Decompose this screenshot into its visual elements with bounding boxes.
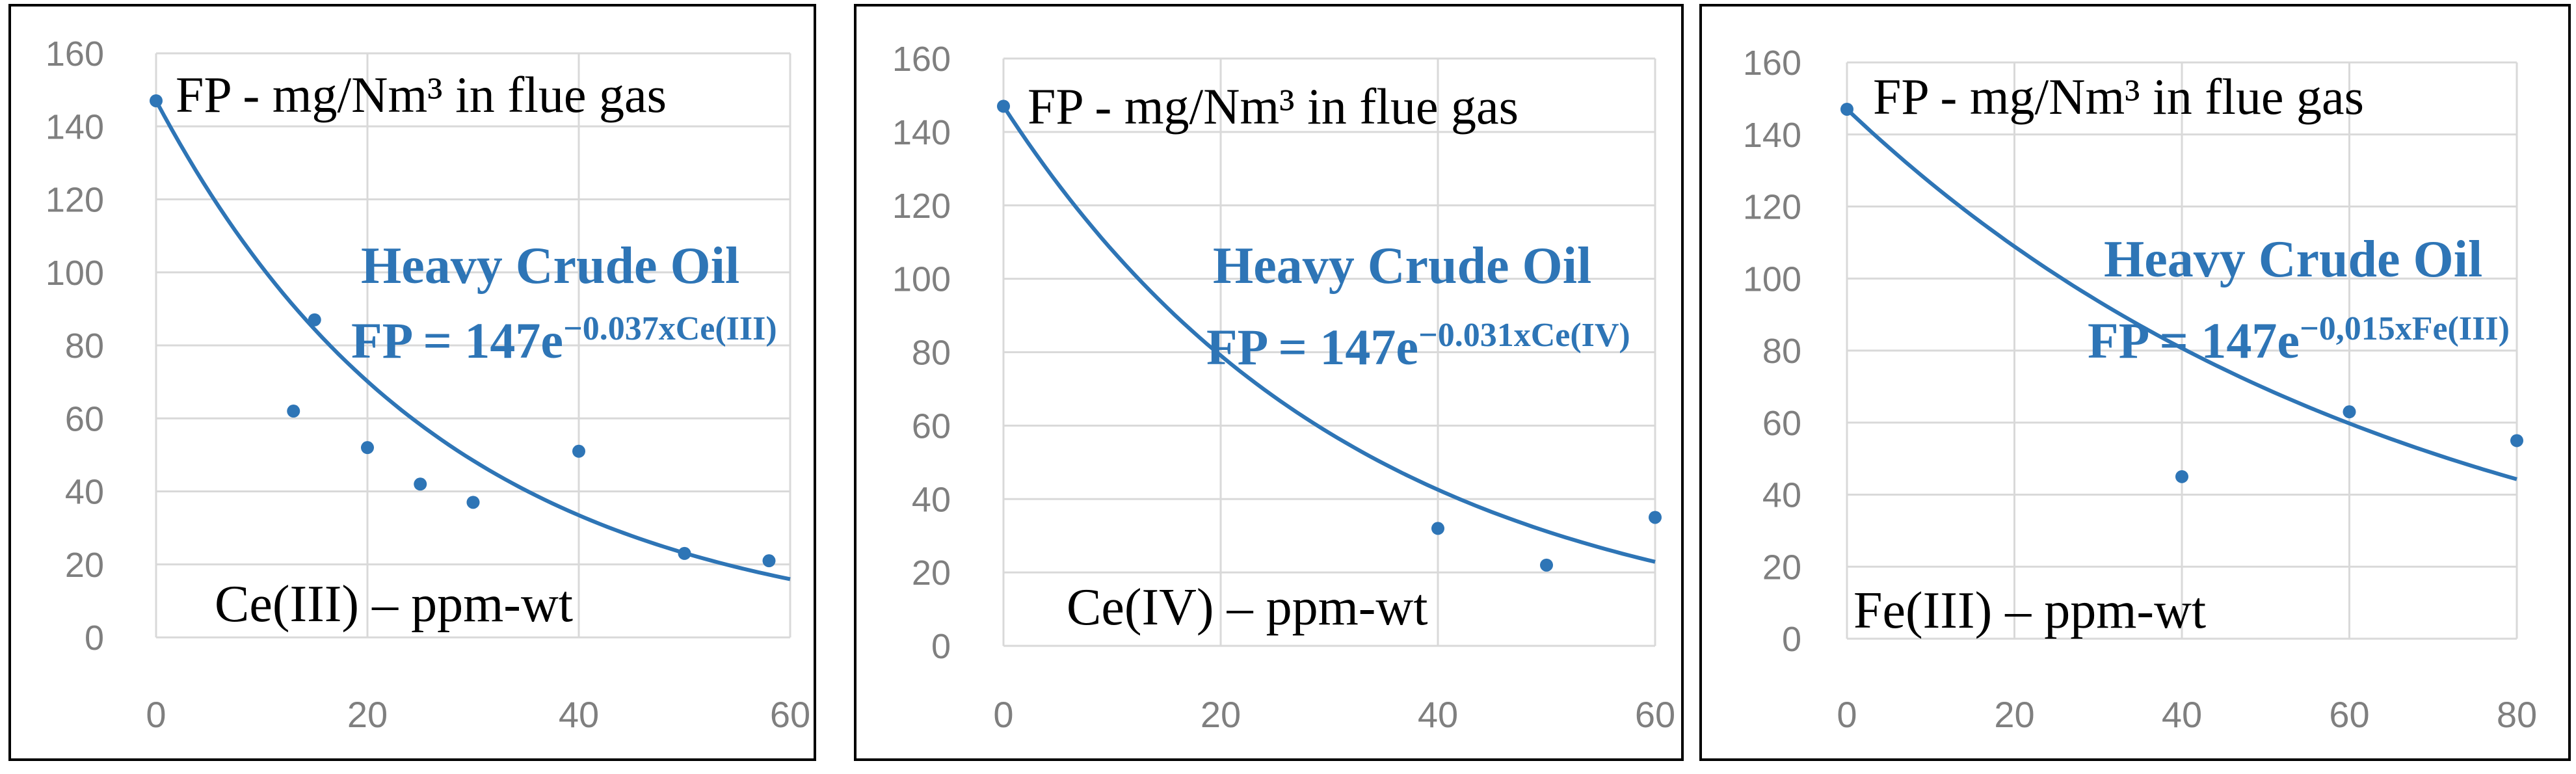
- series-label: Heavy Crude Oil: [361, 237, 739, 295]
- x-tick-label: 60: [1635, 694, 1675, 735]
- y-tick-label: 0: [1782, 620, 1801, 659]
- x-tick-label: 20: [1201, 694, 1241, 735]
- x-axis-label: Fe(III) – ppm-wt: [1853, 582, 2206, 639]
- data-point: [287, 405, 300, 418]
- data-point: [414, 477, 427, 491]
- y-tick-labels: 0 20 40 60 80 100 120 140 160: [892, 40, 951, 666]
- data-point: [150, 94, 163, 107]
- chart-title: FP - mg/Nm³ in flue gas: [176, 66, 667, 123]
- y-tick-label: 40: [912, 480, 951, 519]
- equation-exponent: −0.031xCe(IV): [1418, 317, 1630, 354]
- data-point: [466, 496, 480, 509]
- chart-ce-iii: 0 20 40 60 80 100 120 140 160 0 20 40 60 FP - mg/Nm…: [8, 4, 816, 761]
- x-tick-label: 0: [993, 694, 1013, 735]
- x-axis-label: Ce(III) – ppm-wt: [215, 576, 573, 633]
- x-tick-labels: 0 20 40 60: [993, 694, 1675, 735]
- y-tick-labels: 0 20 40 60 80 100 120 140 160: [1743, 44, 1801, 659]
- data-points: [150, 94, 776, 568]
- x-tick-label: 60: [2329, 694, 2369, 735]
- x-tick-labels: 0 20 40 60 80: [1837, 694, 2537, 735]
- y-tick-label: 60: [912, 407, 951, 446]
- data-point: [361, 441, 374, 455]
- equation-base: FP = 147e: [351, 312, 563, 369]
- y-tick-label: 100: [892, 260, 951, 299]
- chart-panel-ce-iii: 0 20 40 60 80 100 120 140 160 0 20 40 60 FP - mg/Nm…: [0, 0, 825, 774]
- y-tick-label: 160: [1743, 44, 1801, 83]
- chart-ce-iv: 0 20 40 60 80 100 120 140 160 0 20 40 60 FP - mg/Nm…: [854, 4, 1684, 761]
- data-point: [1840, 102, 1853, 116]
- y-tick-label: 0: [85, 619, 104, 658]
- chart-title: FP - mg/Nm³ in flue gas: [1873, 68, 2364, 125]
- x-tick-label: 20: [1994, 694, 2034, 735]
- data-point: [2343, 405, 2356, 419]
- x-axis-label: Ce(IV) – ppm-wt: [1067, 579, 1427, 636]
- y-tick-label: 160: [46, 34, 104, 73]
- equation: FP = 147e−0.037xCe(III): [351, 310, 777, 369]
- y-tick-label: 60: [65, 399, 104, 438]
- equation-exponent: −0,015xFe(III): [2300, 310, 2510, 347]
- y-tick-label: 0: [931, 627, 951, 666]
- y-tick-label: 40: [65, 473, 104, 512]
- equation: FP = 147e−0,015xFe(III): [2088, 310, 2510, 369]
- equation: FP = 147e−0.031xCe(IV): [1206, 317, 1630, 375]
- y-tick-label: 160: [892, 40, 951, 79]
- y-tick-label: 120: [892, 187, 951, 226]
- x-tick-label: 80: [2497, 694, 2537, 735]
- y-tick-label: 20: [912, 554, 951, 593]
- x-tick-label: 0: [1837, 694, 1857, 735]
- y-tick-label: 120: [46, 181, 104, 220]
- data-point: [308, 313, 321, 327]
- equation-base: FP = 147e: [2088, 312, 2300, 369]
- y-tick-label: 120: [1743, 188, 1801, 227]
- data-point: [1649, 511, 1662, 524]
- y-tick-label: 80: [1762, 332, 1801, 371]
- y-tick-label: 20: [1762, 548, 1801, 587]
- chart-panel-fe-iii: 0 20 40 60 80 100 120 140 160 0 20 40 60 80 FP - mg/…: [1697, 0, 2576, 774]
- data-point: [1431, 522, 1444, 535]
- data-point: [1540, 558, 1553, 572]
- data-point: [572, 444, 585, 458]
- gridlines: [1002, 57, 1656, 647]
- y-tick-label: 60: [1762, 404, 1801, 443]
- x-tick-labels: 0 20 40 60: [146, 694, 810, 735]
- chart-frame: [8, 4, 816, 761]
- y-tick-label: 100: [46, 254, 104, 293]
- y-tick-label: 20: [65, 546, 104, 585]
- series-label: Heavy Crude Oil: [2104, 231, 2482, 288]
- x-tick-label: 20: [347, 694, 388, 735]
- y-tick-label: 140: [1743, 116, 1801, 155]
- data-points: [1840, 102, 2523, 483]
- y-tick-labels: 0 20 40 60 80 100 120 140 160: [46, 34, 104, 658]
- x-tick-label: 40: [1418, 694, 1458, 735]
- series-label: Heavy Crude Oil: [1213, 237, 1591, 295]
- equation-exponent: −0.037xCe(III): [563, 310, 777, 347]
- y-tick-label: 80: [912, 334, 951, 373]
- y-tick-label: 140: [46, 107, 104, 146]
- data-point: [762, 554, 776, 568]
- data-point: [997, 100, 1010, 113]
- exponential-trendline: [1845, 107, 2517, 481]
- y-tick-label: 140: [892, 113, 951, 152]
- chart-panel-ce-iv: 0 20 40 60 80 100 120 140 160 0 20 40 60 FP - mg/Nm…: [845, 0, 1692, 774]
- data-point: [2175, 470, 2188, 483]
- gridlines: [155, 52, 791, 639]
- exponential-trendline: [1002, 105, 1656, 564]
- y-tick-label: 40: [1762, 476, 1801, 515]
- y-tick-label: 80: [65, 327, 104, 366]
- chart-title: FP - mg/Nm³ in flue gas: [1028, 78, 1519, 135]
- x-tick-label: 0: [146, 694, 166, 735]
- chart-frame: [854, 4, 1684, 761]
- data-point: [2510, 434, 2523, 447]
- x-tick-label: 40: [559, 694, 599, 735]
- equation-base: FP = 147e: [1206, 319, 1418, 375]
- chart-fe-iii: 0 20 40 60 80 100 120 140 160 0 20 40 60 80 FP - mg/…: [1699, 4, 2571, 761]
- x-tick-label: 60: [770, 694, 810, 735]
- y-tick-label: 100: [1743, 260, 1801, 299]
- data-points: [997, 100, 1662, 572]
- x-tick-label: 40: [2162, 694, 2202, 735]
- data-point: [678, 546, 691, 560]
- chart-frame: [1699, 4, 2571, 761]
